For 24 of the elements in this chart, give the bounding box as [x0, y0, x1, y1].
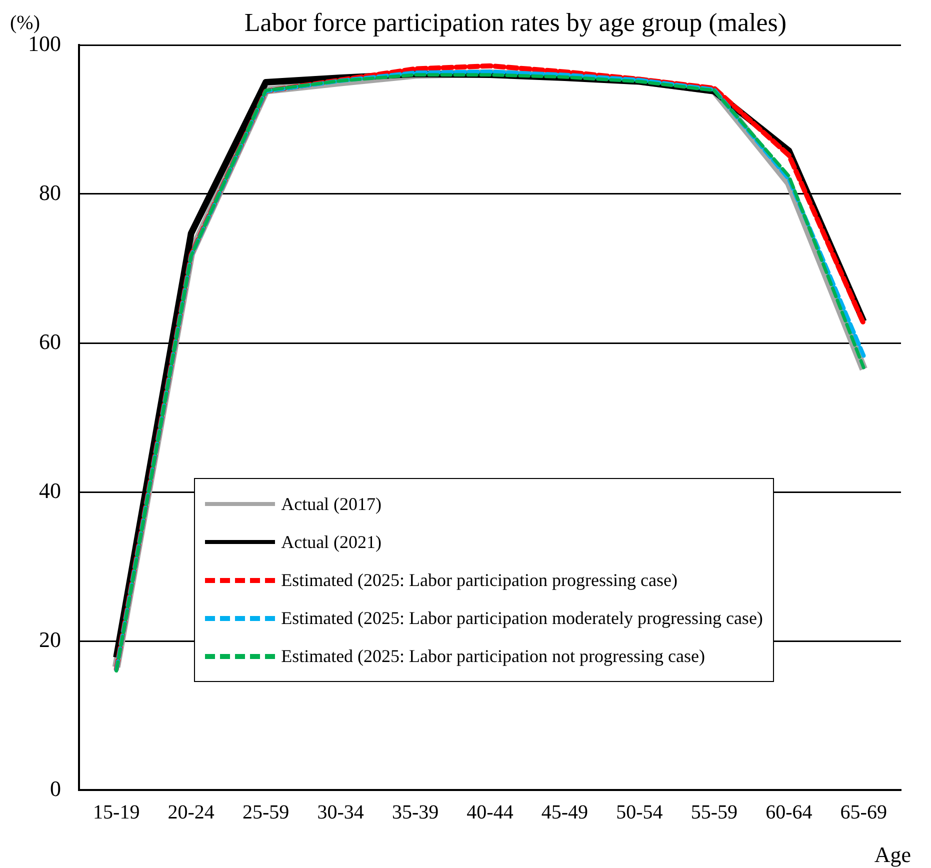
- x-axis-title: Age: [874, 842, 911, 868]
- chart-title: Labor force participation rates by age group (males): [243, 8, 788, 38]
- y-tick-label: 60: [39, 328, 61, 354]
- legend-label: Actual (2021): [281, 532, 382, 552]
- x-tick-label: 55-59: [690, 801, 738, 824]
- legend-label: Estimated (2025: Labor participation progressing case): [281, 570, 678, 590]
- x-tick-label: 20-24: [168, 801, 214, 824]
- legend-label: Estimated (2025: Labor participation moderately progressing case): [281, 608, 763, 628]
- x-tick-label: 65-69: [840, 801, 887, 824]
- x-tick-label: 40-44: [466, 801, 514, 824]
- legend-label: Actual (2017): [281, 494, 382, 514]
- y-tick-label: 40: [39, 478, 61, 503]
- x-tick-label: 25-59: [242, 801, 290, 824]
- y-tick-label: 0: [50, 776, 61, 801]
- x-tick-label: 60-64: [766, 801, 812, 824]
- x-tick-label: 45-49: [541, 801, 588, 824]
- legend-label: Estimated (2025: Labor participation not progressing case): [281, 646, 705, 666]
- x-tick-label: 35-39: [392, 801, 439, 824]
- x-tick-label: 50-54: [616, 801, 663, 824]
- x-tick-label: 15-19: [93, 801, 140, 824]
- y-tick-label: 80: [39, 180, 61, 205]
- x-tick-label: 30-34: [317, 801, 364, 824]
- y-tick-label: 20: [39, 626, 61, 652]
- y-axis-title: (%): [10, 12, 40, 35]
